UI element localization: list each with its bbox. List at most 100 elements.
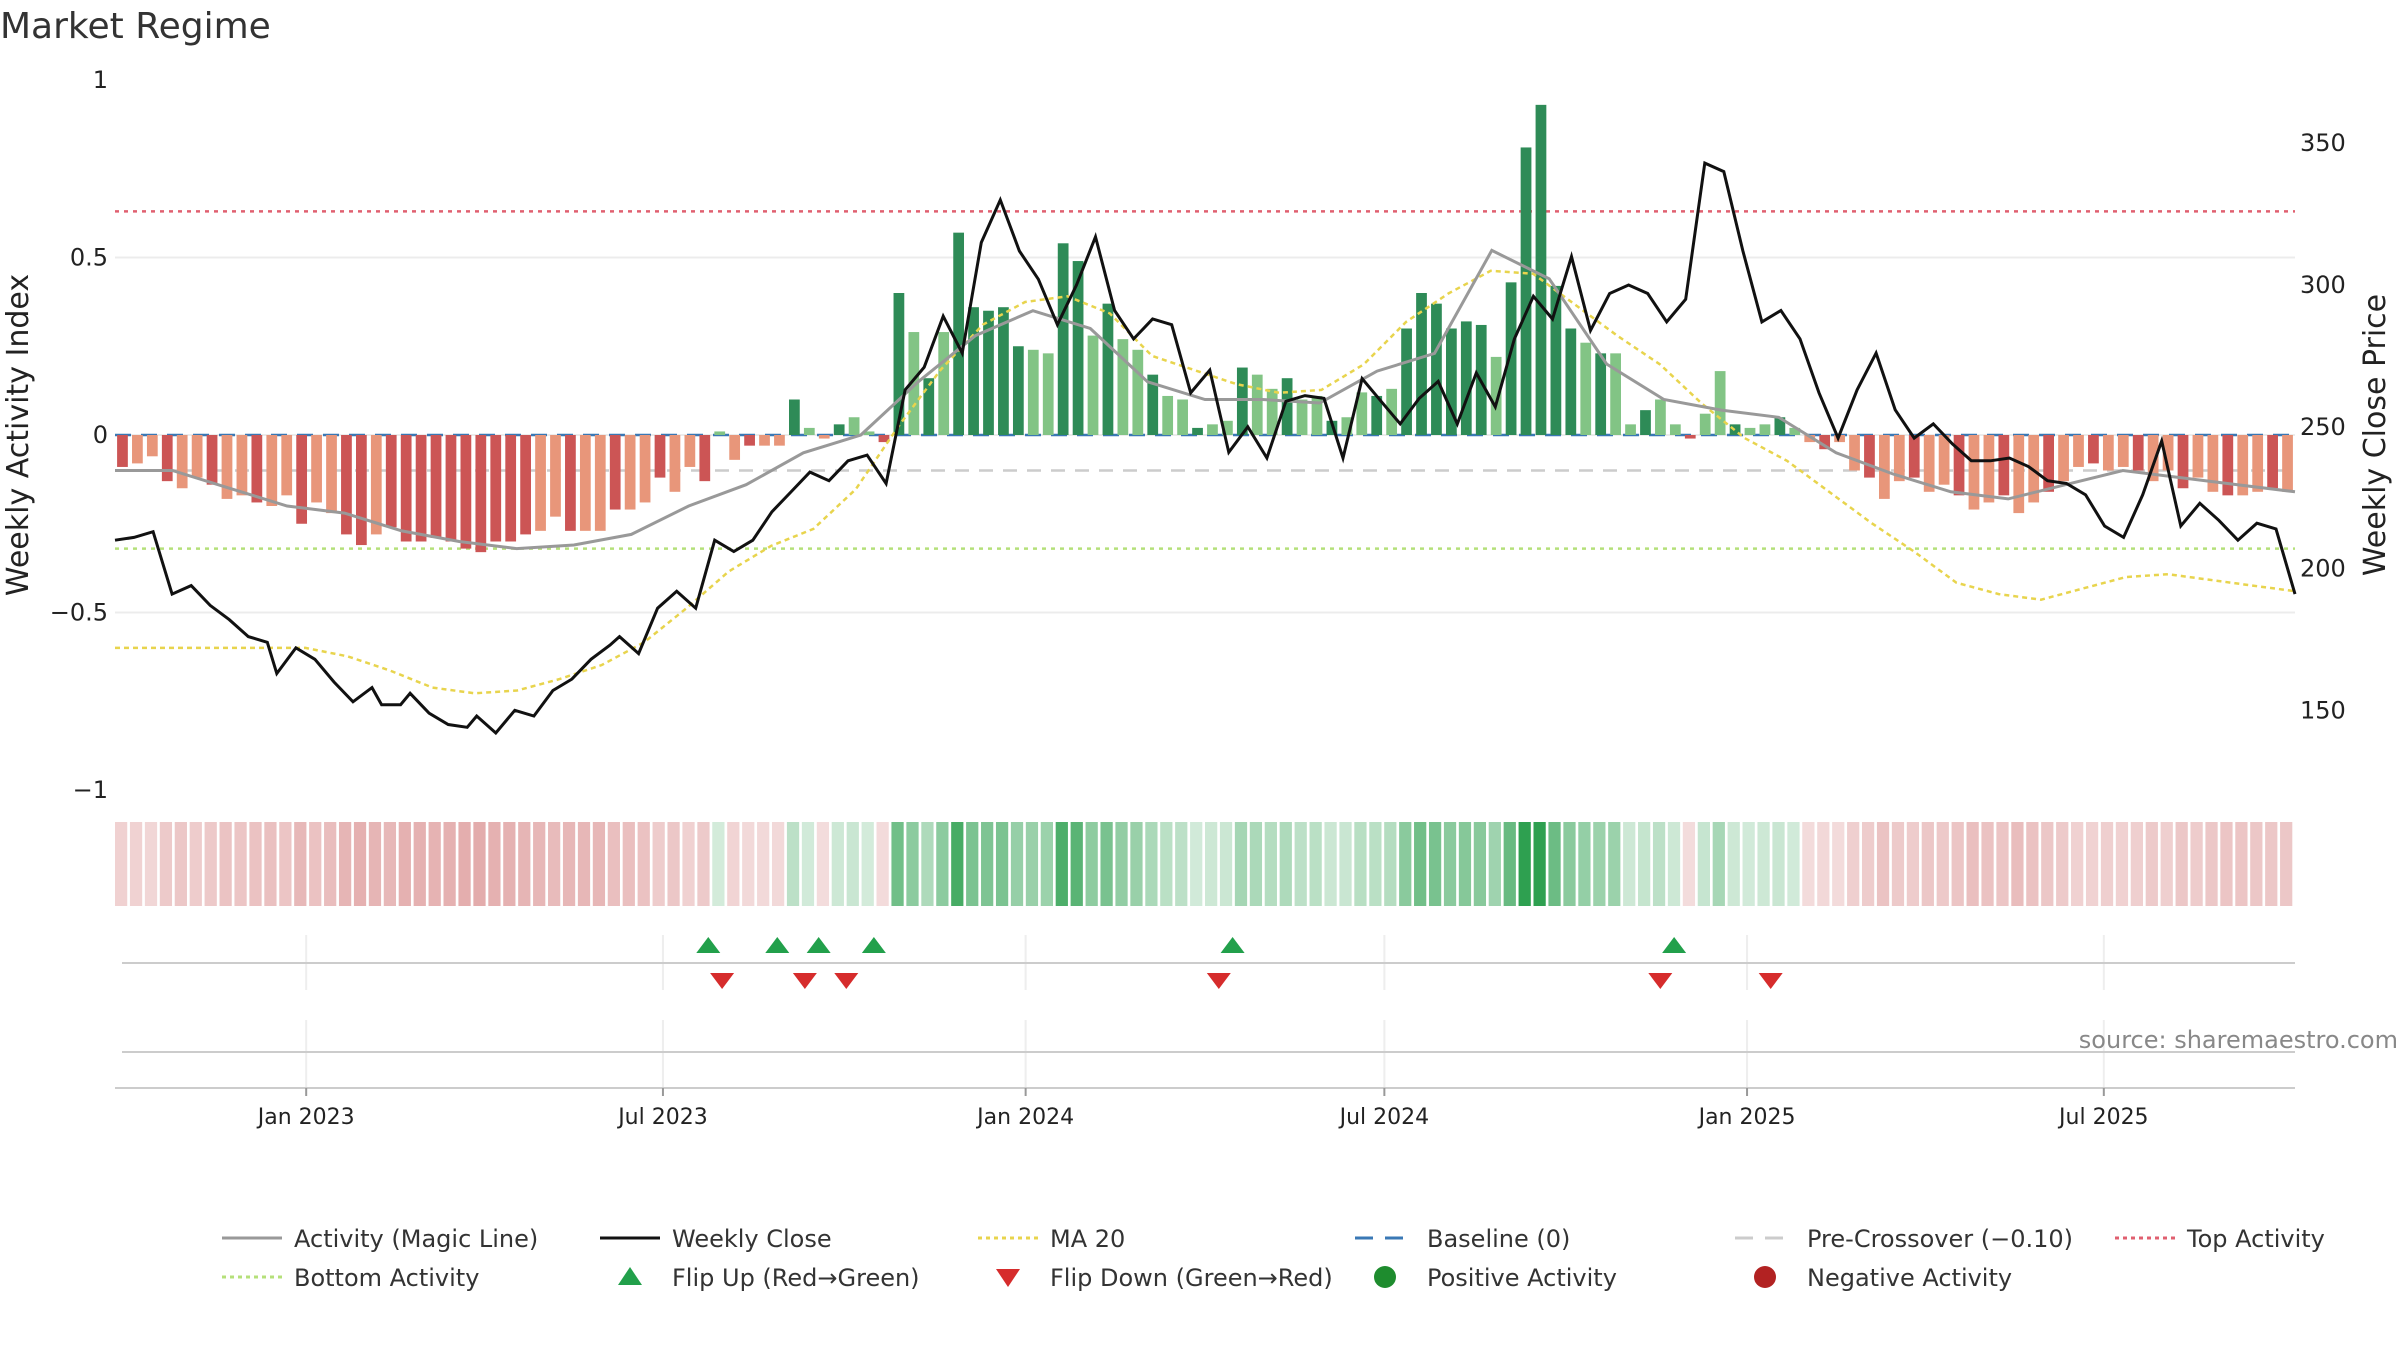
activity-bar <box>833 424 845 435</box>
activity-bar <box>908 332 920 435</box>
strip-cell <box>1906 822 1920 906</box>
strip-cell <box>1832 822 1845 906</box>
strip-cell <box>115 822 128 906</box>
activity-bar <box>1789 427 1801 435</box>
date-tick-label: Jul 2025 <box>2057 1105 2149 1130</box>
activity-bar <box>565 435 576 531</box>
activity-bar <box>1460 321 1472 435</box>
legend-item: Weekly Close <box>600 1225 832 1253</box>
flip-down-marker <box>834 973 859 989</box>
strip-cell <box>1996 822 2009 906</box>
strip-cell <box>757 822 770 906</box>
activity-bar <box>938 332 950 435</box>
activity-bar <box>1445 328 1457 435</box>
date-tick-label: Jan 2023 <box>256 1105 355 1130</box>
strip-cell <box>1966 822 1979 906</box>
strip-cell <box>1861 822 1875 906</box>
activity-bar <box>1296 399 1308 435</box>
activity-bar <box>1669 424 1681 435</box>
activity-bar <box>445 435 457 542</box>
activity-bar <box>1684 435 1696 439</box>
activity-bar <box>520 435 531 535</box>
activity-bar <box>505 435 517 542</box>
strip-cell <box>368 822 382 906</box>
strip-cell <box>1249 822 1263 906</box>
activity-bar <box>2162 435 2174 471</box>
activity-bar <box>1042 353 1054 435</box>
flip-down-marker <box>792 973 817 989</box>
strip-cell <box>1652 822 1666 906</box>
right-tick-label: 150 <box>2300 696 2346 724</box>
activity-bar <box>266 435 278 506</box>
strip-cell <box>1712 822 1725 906</box>
activity-bar <box>1655 399 1666 435</box>
strip-cell <box>592 822 606 906</box>
legend-label: Top Activity <box>2186 1225 2325 1253</box>
strip-cell <box>383 822 397 906</box>
flip-down-marker <box>1758 973 1783 989</box>
activity-bar <box>460 435 472 549</box>
strip-cell <box>1757 822 1770 906</box>
strip-cell <box>1399 822 1412 906</box>
activity-bar <box>1222 420 1233 435</box>
legend-item: Top Activity <box>2115 1225 2325 1253</box>
activity-bar <box>1729 424 1741 435</box>
strip-cell <box>2250 822 2263 906</box>
activity-bar <box>1699 413 1711 435</box>
activity-bar <box>1341 417 1353 435</box>
activity-bar <box>1431 303 1442 435</box>
strip-cell <box>2071 822 2084 906</box>
strip-cell <box>1369 822 1382 906</box>
flip-up-marker <box>696 937 721 953</box>
strip-cell <box>861 822 874 906</box>
flip-up-marker <box>806 937 831 953</box>
left-tick-label: 0.5 <box>70 244 108 272</box>
strip-cell <box>771 822 785 906</box>
activity-bar <box>117 435 128 467</box>
strip-cell <box>309 822 322 906</box>
activity-bar <box>296 435 308 524</box>
activity-bar <box>355 435 367 546</box>
activity-bar <box>1625 424 1636 435</box>
activity-bar <box>669 435 681 492</box>
strip-cell <box>1219 822 1233 906</box>
legend-item: Negative Activity <box>1754 1264 2012 1292</box>
activity-bar <box>2177 435 2189 489</box>
activity-bar <box>594 435 606 531</box>
strip-cell <box>189 822 202 906</box>
strip-cell <box>144 822 158 906</box>
legend-label: Positive Activity <box>1427 1264 1617 1292</box>
activity-bar <box>1401 328 1412 435</box>
activity-bar <box>983 310 994 435</box>
left-tick-label: −1 <box>73 776 108 804</box>
strip-cell <box>488 822 501 906</box>
date-tick-label: Jul 2024 <box>1338 1105 1430 1130</box>
activity-bar <box>1610 353 1621 435</box>
activity-bar <box>2013 435 2025 514</box>
strip-cell <box>2115 822 2129 906</box>
strip-cell <box>1443 822 1457 906</box>
activity-bar <box>535 435 546 531</box>
strip-cell <box>2145 822 2158 906</box>
activity-bar <box>1879 435 1890 499</box>
strip-cell <box>2085 822 2099 906</box>
strip-cell <box>2100 822 2114 906</box>
strip-cell <box>2280 822 2293 906</box>
activity-bar <box>236 435 248 496</box>
strip-cell <box>473 822 486 906</box>
strip-cell <box>1160 822 1173 906</box>
strip-cell <box>1787 822 1800 906</box>
strip-cell <box>951 822 964 906</box>
magic-line <box>115 248 2296 551</box>
y-right-label: Weekly Close Price <box>2358 294 2393 576</box>
strip-cell <box>727 822 740 906</box>
activity-bar <box>475 435 487 553</box>
strip-cell <box>981 822 994 906</box>
strip-cell <box>1205 822 1218 906</box>
strip-cell <box>548 822 561 906</box>
strip-cell <box>2011 822 2024 906</box>
strip-cell <box>279 822 292 906</box>
empty-panel <box>115 1020 2295 1089</box>
activity-bar <box>2267 435 2278 489</box>
flip-up-marker <box>1662 937 1687 953</box>
